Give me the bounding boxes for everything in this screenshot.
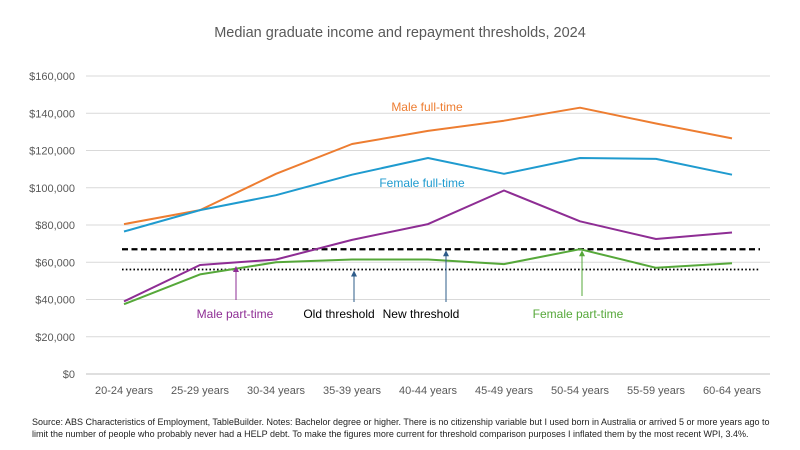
y-tick-label: $60,000	[35, 257, 75, 269]
series-label: Male full-time	[391, 100, 463, 114]
x-tick-label: 60-64 years	[703, 385, 762, 397]
y-tick-label: $40,000	[35, 295, 75, 307]
x-tick-label: 30-34 years	[247, 385, 306, 397]
series-label: Female full-time	[379, 176, 465, 190]
threshold-label: New threshold	[383, 307, 460, 321]
source-note: Source: ABS Characteristics of Employmen…	[32, 417, 770, 439]
y-axis-tick-labels: $0 $20,000 $40,000 $60,000 $80,000 $100,000 $1…	[29, 71, 75, 381]
x-tick-label: 20-24 years	[95, 385, 154, 397]
annotation-arrows	[233, 250, 585, 302]
series-line	[123, 106, 733, 226]
annotation-arrow-head	[351, 270, 357, 277]
series-label: Female part-time	[533, 307, 624, 321]
series-label: Male part-time	[197, 307, 274, 321]
x-tick-label: 25-29 years	[171, 385, 230, 397]
threshold-label: Old threshold	[303, 307, 374, 321]
annotation-arrow-head	[579, 250, 585, 257]
x-tick-label: 40-44 years	[399, 385, 458, 397]
annotation-arrow-head	[443, 250, 449, 257]
y-tick-label: $160,000	[29, 71, 75, 83]
x-axis-tick-labels: 20-24 years 25-29 years 30-34 years 35-39 y…	[95, 385, 762, 397]
y-tick-label: $100,000	[29, 183, 75, 195]
y-tick-label: $0	[63, 369, 75, 381]
y-tick-label: $120,000	[29, 146, 75, 158]
series-lines	[123, 106, 733, 306]
series-labels: Male full-time Female full-time Male part-…	[197, 100, 624, 321]
x-tick-label: 55-59 years	[627, 385, 686, 397]
chart-title: Median graduate income and repayment thr…	[214, 25, 586, 41]
x-tick-label: 50-54 years	[551, 385, 610, 397]
y-tick-label: $20,000	[35, 332, 75, 344]
y-tick-label: $80,000	[35, 220, 75, 232]
y-tick-label: $140,000	[29, 108, 75, 120]
x-tick-label: 35-39 years	[323, 385, 382, 397]
threshold-lines	[122, 248, 760, 271]
series-line	[123, 157, 733, 233]
x-tick-label: 45-49 years	[475, 385, 534, 397]
series-line	[123, 248, 733, 306]
series-line	[123, 189, 733, 303]
annotation-arrow-head	[233, 266, 239, 273]
